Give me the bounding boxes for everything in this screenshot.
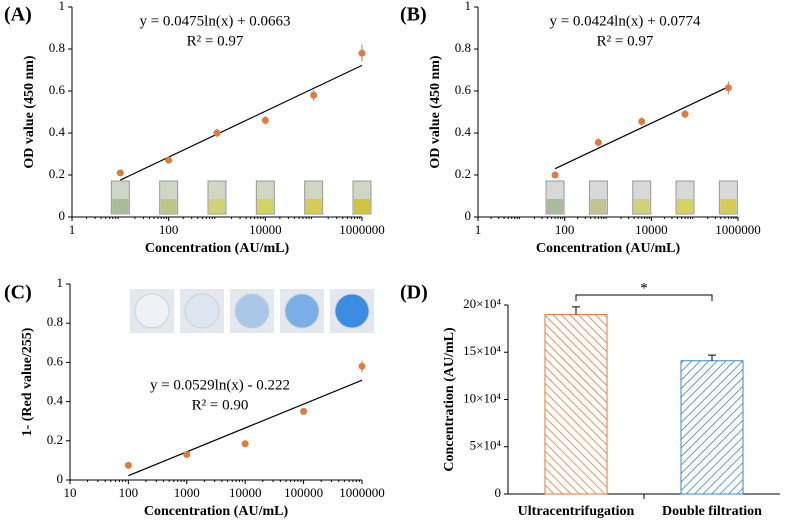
data-point — [681, 110, 689, 118]
well-image — [284, 293, 320, 329]
x-tick-label: 1 — [475, 222, 482, 237]
x-tick-label: Ultracentrifugation — [518, 504, 635, 519]
trendline — [128, 379, 363, 477]
equation: y = 0.0529ln(x) - 0.222 — [150, 377, 290, 393]
y-axis-label: Concentration (AU/mL) — [442, 327, 457, 472]
y-tick-label: 0.4 — [455, 124, 472, 139]
y-tick-label: 0 — [495, 485, 502, 500]
well-image — [234, 293, 270, 329]
vial-liquid — [257, 199, 274, 213]
significance-label: * — [640, 280, 648, 296]
panel-label: (A) — [4, 4, 32, 26]
x-tick-label: 1 — [69, 222, 76, 237]
y-tick-label: 0 — [465, 208, 472, 223]
y-tick-label: 0 — [57, 471, 64, 486]
y-tick-label: 0.2 — [49, 166, 65, 181]
vial-liquid — [677, 199, 694, 213]
x-tick-label: 10 — [64, 485, 77, 500]
bar — [544, 313, 608, 495]
y-tick-label: 0.6 — [49, 82, 66, 97]
data-point — [165, 156, 173, 164]
y-tick-label: 0.8 — [455, 40, 471, 55]
data-point — [551, 171, 559, 179]
vial-liquid — [209, 199, 225, 213]
vial-liquid — [633, 199, 650, 213]
x-axis-label: Concentration (AU/mL) — [144, 504, 289, 519]
data-point — [358, 362, 366, 370]
data-point — [261, 116, 269, 124]
y-axis-label: 1- (Red value/255) — [20, 327, 35, 436]
data-point — [310, 91, 318, 99]
x-tick-label: Double filtration — [662, 504, 762, 519]
equation: y = 0.0475ln(x) + 0.0663 — [139, 13, 290, 29]
y-tick-label: 1 — [465, 0, 472, 13]
panel-label: (D) — [400, 282, 428, 304]
r-squared: R² = 0.97 — [597, 33, 654, 49]
y-tick-label: 0.2 — [455, 166, 471, 181]
x-tick-label: 10000 — [635, 222, 668, 237]
y-tick-label: 0.2 — [47, 432, 63, 447]
data-point — [300, 407, 308, 415]
data-point — [116, 169, 124, 177]
r-squared: R² = 0.97 — [187, 33, 244, 49]
vial-liquid — [547, 199, 564, 213]
vial-liquid — [590, 199, 607, 213]
r-squared: R² = 0.90 — [192, 397, 249, 413]
vial-liquid — [305, 199, 322, 213]
x-tick-label: 10000 — [229, 485, 262, 500]
y-tick-label: 0.6 — [47, 353, 64, 368]
y-tick-label: 0.4 — [47, 393, 64, 408]
y-tick-label: 0.8 — [49, 40, 65, 55]
data-point — [241, 440, 249, 448]
x-tick-label: 1000 — [174, 485, 200, 500]
well-image — [134, 293, 170, 329]
y-tick-label: 0.4 — [49, 124, 66, 139]
x-tick-label: 10000 — [249, 222, 282, 237]
x-tick-label: 100 — [159, 222, 179, 237]
well-image — [334, 293, 370, 329]
vial-liquid — [160, 199, 177, 213]
data-point — [183, 451, 191, 459]
y-tick-label: 5×10⁴ — [470, 438, 502, 453]
trendline — [554, 86, 729, 170]
equation: y = 0.0424ln(x) + 0.0774 — [549, 13, 701, 29]
well-image — [184, 293, 220, 329]
y-tick-label: 1 — [59, 0, 66, 13]
x-tick-label: 100000 — [284, 485, 323, 500]
data-point — [724, 84, 732, 92]
x-tick-label: 1000000 — [715, 222, 761, 237]
vial-liquid — [720, 199, 737, 213]
y-tick-label: 10×10⁴ — [463, 390, 501, 405]
y-tick-label: 15×10⁴ — [463, 343, 501, 358]
bar — [680, 360, 744, 495]
data-point — [358, 49, 366, 57]
data-point — [638, 117, 646, 125]
x-tick-label: 1000000 — [339, 222, 385, 237]
x-axis-label: Concentration (AU/mL) — [536, 241, 681, 256]
data-point — [594, 138, 602, 146]
vial-liquid — [112, 199, 129, 213]
panel-label: (C) — [4, 282, 32, 304]
y-tick-label: 0.8 — [47, 314, 63, 329]
x-tick-label: 100 — [555, 222, 575, 237]
x-axis-label: Concentration (AU/mL) — [145, 241, 290, 256]
y-tick-label: 0.6 — [455, 82, 472, 97]
x-tick-label: 100 — [119, 485, 139, 500]
data-point — [124, 461, 132, 469]
y-tick-label: 1 — [57, 275, 64, 290]
data-point — [213, 129, 221, 137]
significance-bracket — [575, 294, 713, 301]
trendline — [120, 64, 363, 181]
vial-liquid — [354, 199, 370, 213]
panel-label: (B) — [400, 4, 427, 26]
y-tick-label: 20×10⁴ — [463, 296, 501, 311]
x-tick-label: 1000000 — [339, 485, 385, 500]
y-tick-label: 0 — [59, 208, 66, 223]
y-axis-label: OD value (450 nm) — [22, 55, 37, 169]
y-axis-label: OD value (450 nm) — [428, 55, 443, 169]
